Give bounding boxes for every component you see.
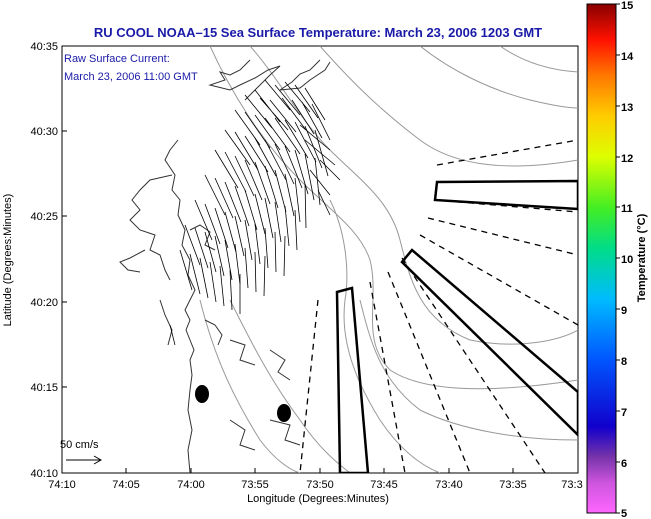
x-tick-label: 73:3 xyxy=(561,479,582,491)
x-tick-label: 73:55 xyxy=(241,479,269,491)
colorbar-tick-label: 5 xyxy=(621,508,627,519)
x-tick-label: 73:35 xyxy=(499,479,527,491)
colorbar-label: Temperature (°C) xyxy=(636,213,648,302)
x-tick-label: 73:50 xyxy=(306,479,334,491)
y-tick-label: 40:15 xyxy=(30,382,58,394)
y-axis-label: Latitude (Degrees:Minutes) xyxy=(2,194,14,327)
surface-current-vectors xyxy=(169,79,341,346)
colorbar-tick-label: 15 xyxy=(621,0,633,12)
cable-route-boxes xyxy=(335,179,578,473)
colorbar-tick-label: 11 xyxy=(621,203,633,215)
scale-vector-label: 50 cm/s xyxy=(60,439,99,451)
x-tick-label: 74:05 xyxy=(112,479,140,491)
colorbar-tick-label: 10 xyxy=(621,254,633,266)
colorbar-tick-label: 8 xyxy=(621,356,627,368)
y-tick-label: 40:35 xyxy=(30,41,58,53)
y-tick-label: 40:10 xyxy=(30,468,58,480)
colorbar-tick-label: 12 xyxy=(621,153,633,165)
scale-vector: 50 cm/s xyxy=(60,439,103,465)
station-dot xyxy=(277,404,291,422)
y-tick-label: 40:20 xyxy=(30,297,58,309)
annotation-line-2: March 23, 2006 11:00 GMT xyxy=(64,71,198,83)
x-tick-label: 73:40 xyxy=(435,479,463,491)
x-axis-label: Longitude (Degrees:Minutes) xyxy=(247,493,389,505)
x-axis xyxy=(61,468,579,473)
colorbar-tick-label: 6 xyxy=(621,458,627,470)
x-tick-label: 73:45 xyxy=(370,479,398,491)
colorbar-tick-label: 14 xyxy=(621,51,634,63)
colorbar-tick-label: 7 xyxy=(621,407,627,419)
colorbar-tick-label: 13 xyxy=(621,102,633,114)
y-axis xyxy=(62,45,67,474)
colorbar-ticks xyxy=(616,3,620,514)
station-dot xyxy=(195,385,209,403)
y-tick-label: 40:25 xyxy=(30,211,58,223)
bathymetry-contours xyxy=(199,46,578,473)
y-tick-label: 40:30 xyxy=(30,126,58,138)
colorbar-tick-label: 9 xyxy=(621,305,627,317)
plot-frame xyxy=(61,45,579,474)
figure-title: RU COOL NOAA–15 Sea Surface Temperature:… xyxy=(94,25,542,40)
coastline xyxy=(119,59,331,473)
x-tick-label: 74:10 xyxy=(48,479,76,491)
x-tick-label: 74:00 xyxy=(177,479,205,491)
colorbar xyxy=(586,3,617,514)
annotation-line-1: Raw Surface Current: xyxy=(64,53,170,65)
map-content xyxy=(119,46,578,473)
